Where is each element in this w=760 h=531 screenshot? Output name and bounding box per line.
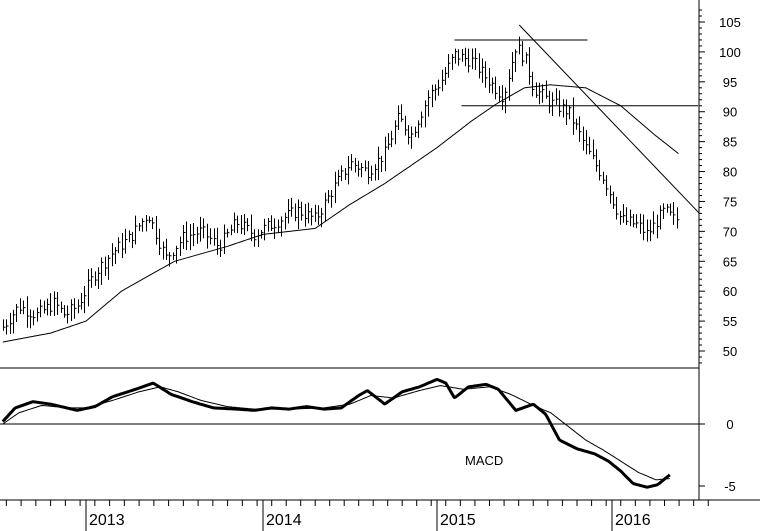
price-tick-label: 100 <box>719 45 741 60</box>
year-tick-label: 2016 <box>615 512 651 529</box>
moving-average-line <box>2 84 679 343</box>
price-tick-label: 95 <box>723 75 737 90</box>
chart-frame <box>0 0 760 501</box>
macd-lines <box>1 378 671 489</box>
price-bars <box>3 36 680 335</box>
price-tick-label: 70 <box>723 224 737 239</box>
macd-tick-label: 0 <box>726 417 733 432</box>
price-tick-label: 60 <box>723 284 737 299</box>
year-tick-label: 2014 <box>266 512 302 529</box>
macd-axis-ticks: 0 -5 <box>699 417 736 494</box>
macd-signal-line <box>2 385 670 481</box>
downtrend-line <box>518 24 700 214</box>
price-tick-label: 80 <box>723 165 737 180</box>
macd-line <box>1 378 671 489</box>
x-axis: 2013 2014 2015 2016 <box>5 500 709 531</box>
chart-annotations <box>454 24 700 214</box>
year-tick-label: 2013 <box>89 512 125 529</box>
moving-average-path <box>2 84 679 343</box>
macd-label: MACD <box>465 453 503 468</box>
price-tick-label: 65 <box>723 254 737 269</box>
price-tick-label: 50 <box>723 344 737 359</box>
price-tick-label: 85 <box>723 135 737 150</box>
price-tick-label: 105 <box>719 15 741 30</box>
year-tick-label: 2015 <box>440 512 476 529</box>
price-tick-label: 75 <box>723 194 737 209</box>
price-axis-ticks: 105 100 95 90 85 80 75 70 65 60 55 50 <box>699 9 741 364</box>
price-tick-label: 90 <box>723 105 737 120</box>
price-tick-label: 55 <box>723 314 737 329</box>
macd-tick-label: -5 <box>724 479 736 494</box>
